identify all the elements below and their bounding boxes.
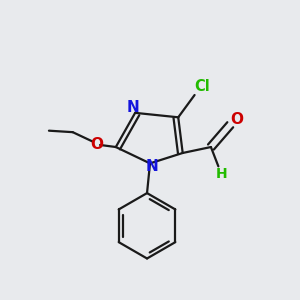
Text: O: O [90, 136, 103, 152]
Text: N: N [146, 159, 158, 174]
Text: O: O [230, 112, 243, 127]
Text: Cl: Cl [194, 79, 210, 94]
Text: N: N [126, 100, 139, 115]
Text: H: H [215, 167, 227, 181]
